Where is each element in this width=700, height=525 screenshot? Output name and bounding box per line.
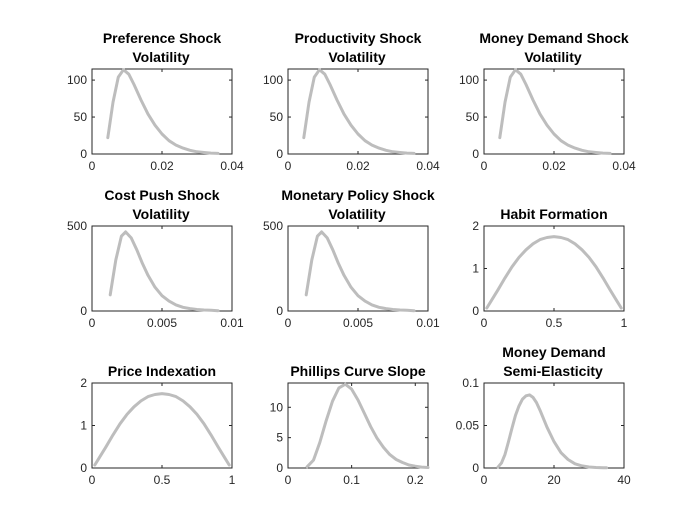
subplot-title: Volatility <box>328 49 386 65</box>
x-tick-label: 0.01 <box>220 316 244 330</box>
y-tick-label: 1 <box>472 262 479 276</box>
subplot-1: Preference Shock Volatility 0 0.02 0.04 0 50 10… <box>67 30 244 173</box>
density-curve <box>304 230 416 313</box>
x-tick-label: 0 <box>481 159 488 173</box>
y-tick-label: 0 <box>276 147 283 161</box>
subplot-8: Phillips Curve Slope 0 0.1 0.2 0 5 10 <box>270 363 430 487</box>
y-tick-label: 500 <box>67 219 87 233</box>
subplot-2: Productivity Shock Volatility 0 0.02 0.04 0 50… <box>263 30 440 173</box>
y-tick-label: 50 <box>270 110 284 124</box>
density-curve <box>302 68 416 155</box>
subplot-6: Habit Formation 0 0.5 1 0 1 2 <box>472 206 627 330</box>
x-tick-label: 0.02 <box>150 159 174 173</box>
x-tick-label: 0.04 <box>612 159 636 173</box>
x-tick-label: 0.02 <box>346 159 370 173</box>
y-tick-label: 0 <box>472 461 479 475</box>
subplot-title: Phillips Curve Slope <box>290 363 426 379</box>
x-tick-label: 0.005 <box>343 316 373 330</box>
subplot-title: Volatility <box>524 49 582 65</box>
y-tick-label: 0 <box>472 304 479 318</box>
subplot-title: Price Indexation <box>108 363 216 379</box>
axes-box <box>287 382 429 469</box>
x-tick-label: 0.5 <box>546 316 563 330</box>
density-curve <box>496 393 608 470</box>
subplot-title: Productivity Shock <box>295 30 422 46</box>
y-tick-label: 0 <box>80 147 87 161</box>
x-tick-label: 0 <box>481 473 488 487</box>
x-tick-label: 0.02 <box>542 159 566 173</box>
y-tick-label: 0.1 <box>462 376 479 390</box>
subplot-5: Monetary Policy Shock Volatility 0 0.005 0.0… <box>263 187 440 330</box>
x-tick-label: 20 <box>547 473 561 487</box>
x-tick-label: 0.1 <box>343 473 360 487</box>
axes-box <box>483 225 625 312</box>
y-tick-label: 50 <box>466 110 480 124</box>
y-tick-label: 0 <box>80 304 87 318</box>
x-tick-label: 1 <box>621 316 628 330</box>
y-tick-label: 50 <box>74 110 88 124</box>
density-curve <box>93 392 231 467</box>
x-tick-label: 1 <box>229 473 236 487</box>
subplot-7: Price Indexation 0 0.5 1 0 1 2 <box>80 363 235 487</box>
y-tick-label: 0.05 <box>456 419 480 433</box>
x-tick-label: 0.01 <box>416 316 440 330</box>
density-curve <box>485 235 623 310</box>
subplot-title: Money Demand Shock <box>479 30 629 46</box>
density-curve <box>106 68 220 155</box>
subplot-4: Cost Push Shock Volatility 0 0.005 0.01 0 500 <box>67 187 244 330</box>
x-tick-label: 0 <box>285 159 292 173</box>
y-tick-label: 0 <box>472 147 479 161</box>
y-tick-label: 1 <box>80 419 87 433</box>
subplot-title: Volatility <box>328 206 386 222</box>
x-tick-label: 0 <box>89 159 96 173</box>
x-tick-label: 0 <box>89 473 96 487</box>
y-tick-label: 2 <box>80 376 87 390</box>
y-tick-label: 2 <box>472 219 479 233</box>
y-tick-label: 5 <box>276 431 283 445</box>
y-tick-label: 100 <box>459 73 479 87</box>
y-tick-label: 100 <box>263 73 283 87</box>
subplot-title: Habit Formation <box>500 206 607 222</box>
x-tick-label: 0.04 <box>220 159 244 173</box>
y-tick-label: 500 <box>263 219 283 233</box>
x-tick-label: 0.5 <box>154 473 171 487</box>
y-tick-label: 100 <box>67 73 87 87</box>
x-tick-label: 0.005 <box>147 316 177 330</box>
density-curve <box>108 230 220 313</box>
subplot-9: Money Demand Semi-Elasticity 0 20 40 0 0.05 0.1 <box>456 344 631 487</box>
y-tick-label: 0 <box>276 461 283 475</box>
subplot-title: Monetary Policy Shock <box>281 187 434 203</box>
subplot-title: Money Demand <box>502 344 605 360</box>
x-tick-label: 0.2 <box>407 473 424 487</box>
y-tick-label: 10 <box>270 400 284 414</box>
x-tick-label: 0.04 <box>416 159 440 173</box>
subplot-title: Cost Push Shock <box>104 187 219 203</box>
axes-box <box>91 382 233 469</box>
subplot-title: Volatility <box>132 206 190 222</box>
x-tick-label: 0 <box>481 316 488 330</box>
subplot-3: Money Demand Shock Volatility 0 0.02 0.04 0 50… <box>459 30 636 173</box>
y-tick-label: 0 <box>276 304 283 318</box>
x-tick-label: 0 <box>285 473 292 487</box>
x-tick-label: 0 <box>89 316 96 330</box>
density-curve <box>498 68 612 155</box>
density-curve <box>305 382 430 469</box>
subplot-title: Semi-Elasticity <box>503 363 603 379</box>
x-tick-label: 40 <box>617 473 631 487</box>
subplot-title: Volatility <box>132 49 190 65</box>
subplot-title: Preference Shock <box>103 30 221 46</box>
x-tick-label: 0 <box>285 316 292 330</box>
y-tick-label: 0 <box>80 461 87 475</box>
